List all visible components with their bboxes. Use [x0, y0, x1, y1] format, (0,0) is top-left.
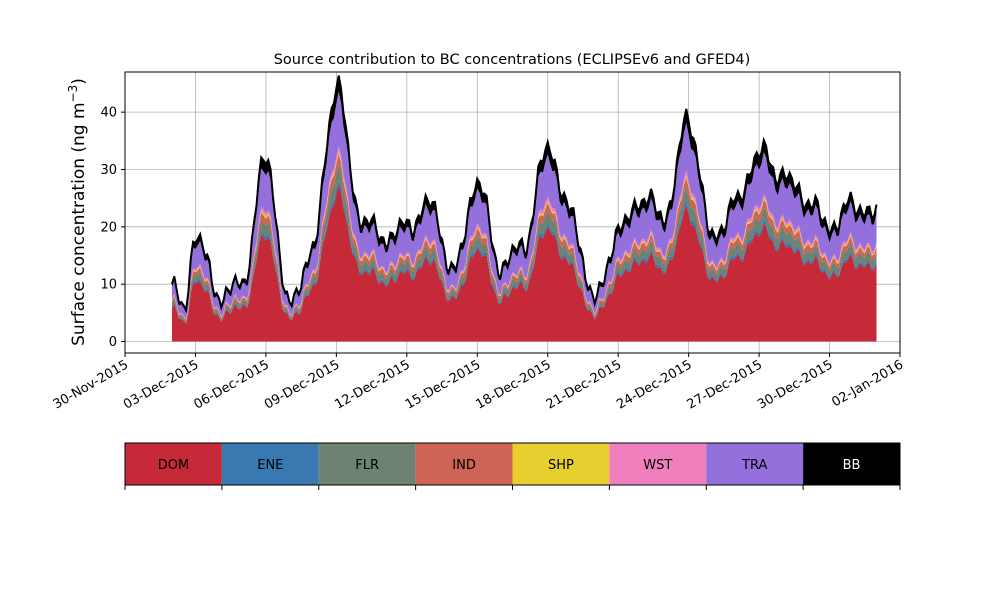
legend-swatch-flr [318, 443, 416, 485]
legend-label-dom: DOM [158, 458, 189, 473]
legend-colorbar: DOM ENE FLR IND SHP WST TRA BB [124, 442, 901, 490]
legend-swatch-tra [706, 443, 804, 485]
legend-label-flr: FLR [355, 458, 379, 473]
legend-swatch-wst [609, 443, 707, 485]
x-tick-label: 09-Dec-2015 [262, 357, 342, 412]
legend-label-tra: TRA [741, 458, 767, 473]
y-ticks: 0 10 20 30 40 [100, 106, 125, 350]
y-axis-label: Surface concentration (ng m−3) [66, 78, 89, 346]
chart-title: Source contribution to BC concentrations… [274, 52, 751, 68]
legend-swatch-shp [512, 443, 610, 485]
area-tra [171, 91, 877, 319]
total-series-line [171, 75, 878, 314]
legend-label-ene: ENE [257, 458, 283, 473]
legend-swatch-bb [803, 443, 900, 485]
x-tick-label: 06-Dec-2015 [192, 357, 272, 412]
y-axis-label-sup: −3 [66, 85, 80, 103]
y-tick-label: 30 [100, 163, 117, 178]
legend-swatch-ind [415, 443, 513, 485]
x-tick-label: 15-Dec-2015 [403, 357, 483, 412]
plot-frame [124, 71, 901, 354]
legend-label-shp: SHP [548, 458, 574, 473]
x-tick-label: 30-Dec-2015 [755, 357, 835, 412]
x-tick-label: 18-Dec-2015 [473, 357, 553, 412]
x-ticks: 30-Nov-201503-Dec-201506-Dec-201509-Dec-… [51, 353, 906, 413]
x-tick-label: 02-Jan-2016 [829, 357, 906, 410]
legend-label-ind: IND [452, 458, 476, 473]
y-tick-label: 10 [100, 278, 117, 293]
x-tick-label: 27-Dec-2015 [685, 357, 765, 412]
y-axis-label-end: ) [69, 78, 89, 85]
legend-label-bb: BB [843, 458, 861, 473]
y-tick-label: 0 [109, 335, 117, 350]
x-tick-label: 24-Dec-2015 [614, 357, 694, 412]
x-tick-label: 21-Dec-2015 [544, 357, 624, 412]
x-tick-label: 03-Dec-2015 [121, 357, 201, 412]
x-tick-label: 30-Nov-2015 [51, 357, 131, 412]
stacked-areas [171, 75, 877, 342]
y-tick-label: 40 [100, 106, 117, 121]
area-dom [171, 185, 877, 342]
x-tick-label: 12-Dec-2015 [332, 357, 412, 412]
y-tick-label: 20 [100, 220, 117, 235]
legend-swatch-ene [221, 443, 319, 485]
y-axis-label-main: Surface concentration (ng m [69, 102, 89, 345]
legend-label-wst: WST [643, 458, 672, 473]
legend-swatch-dom [125, 443, 222, 485]
total-line [171, 75, 878, 314]
